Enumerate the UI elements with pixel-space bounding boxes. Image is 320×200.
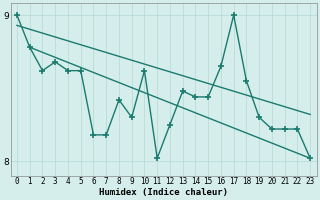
X-axis label: Humidex (Indice chaleur): Humidex (Indice chaleur) — [99, 188, 228, 197]
